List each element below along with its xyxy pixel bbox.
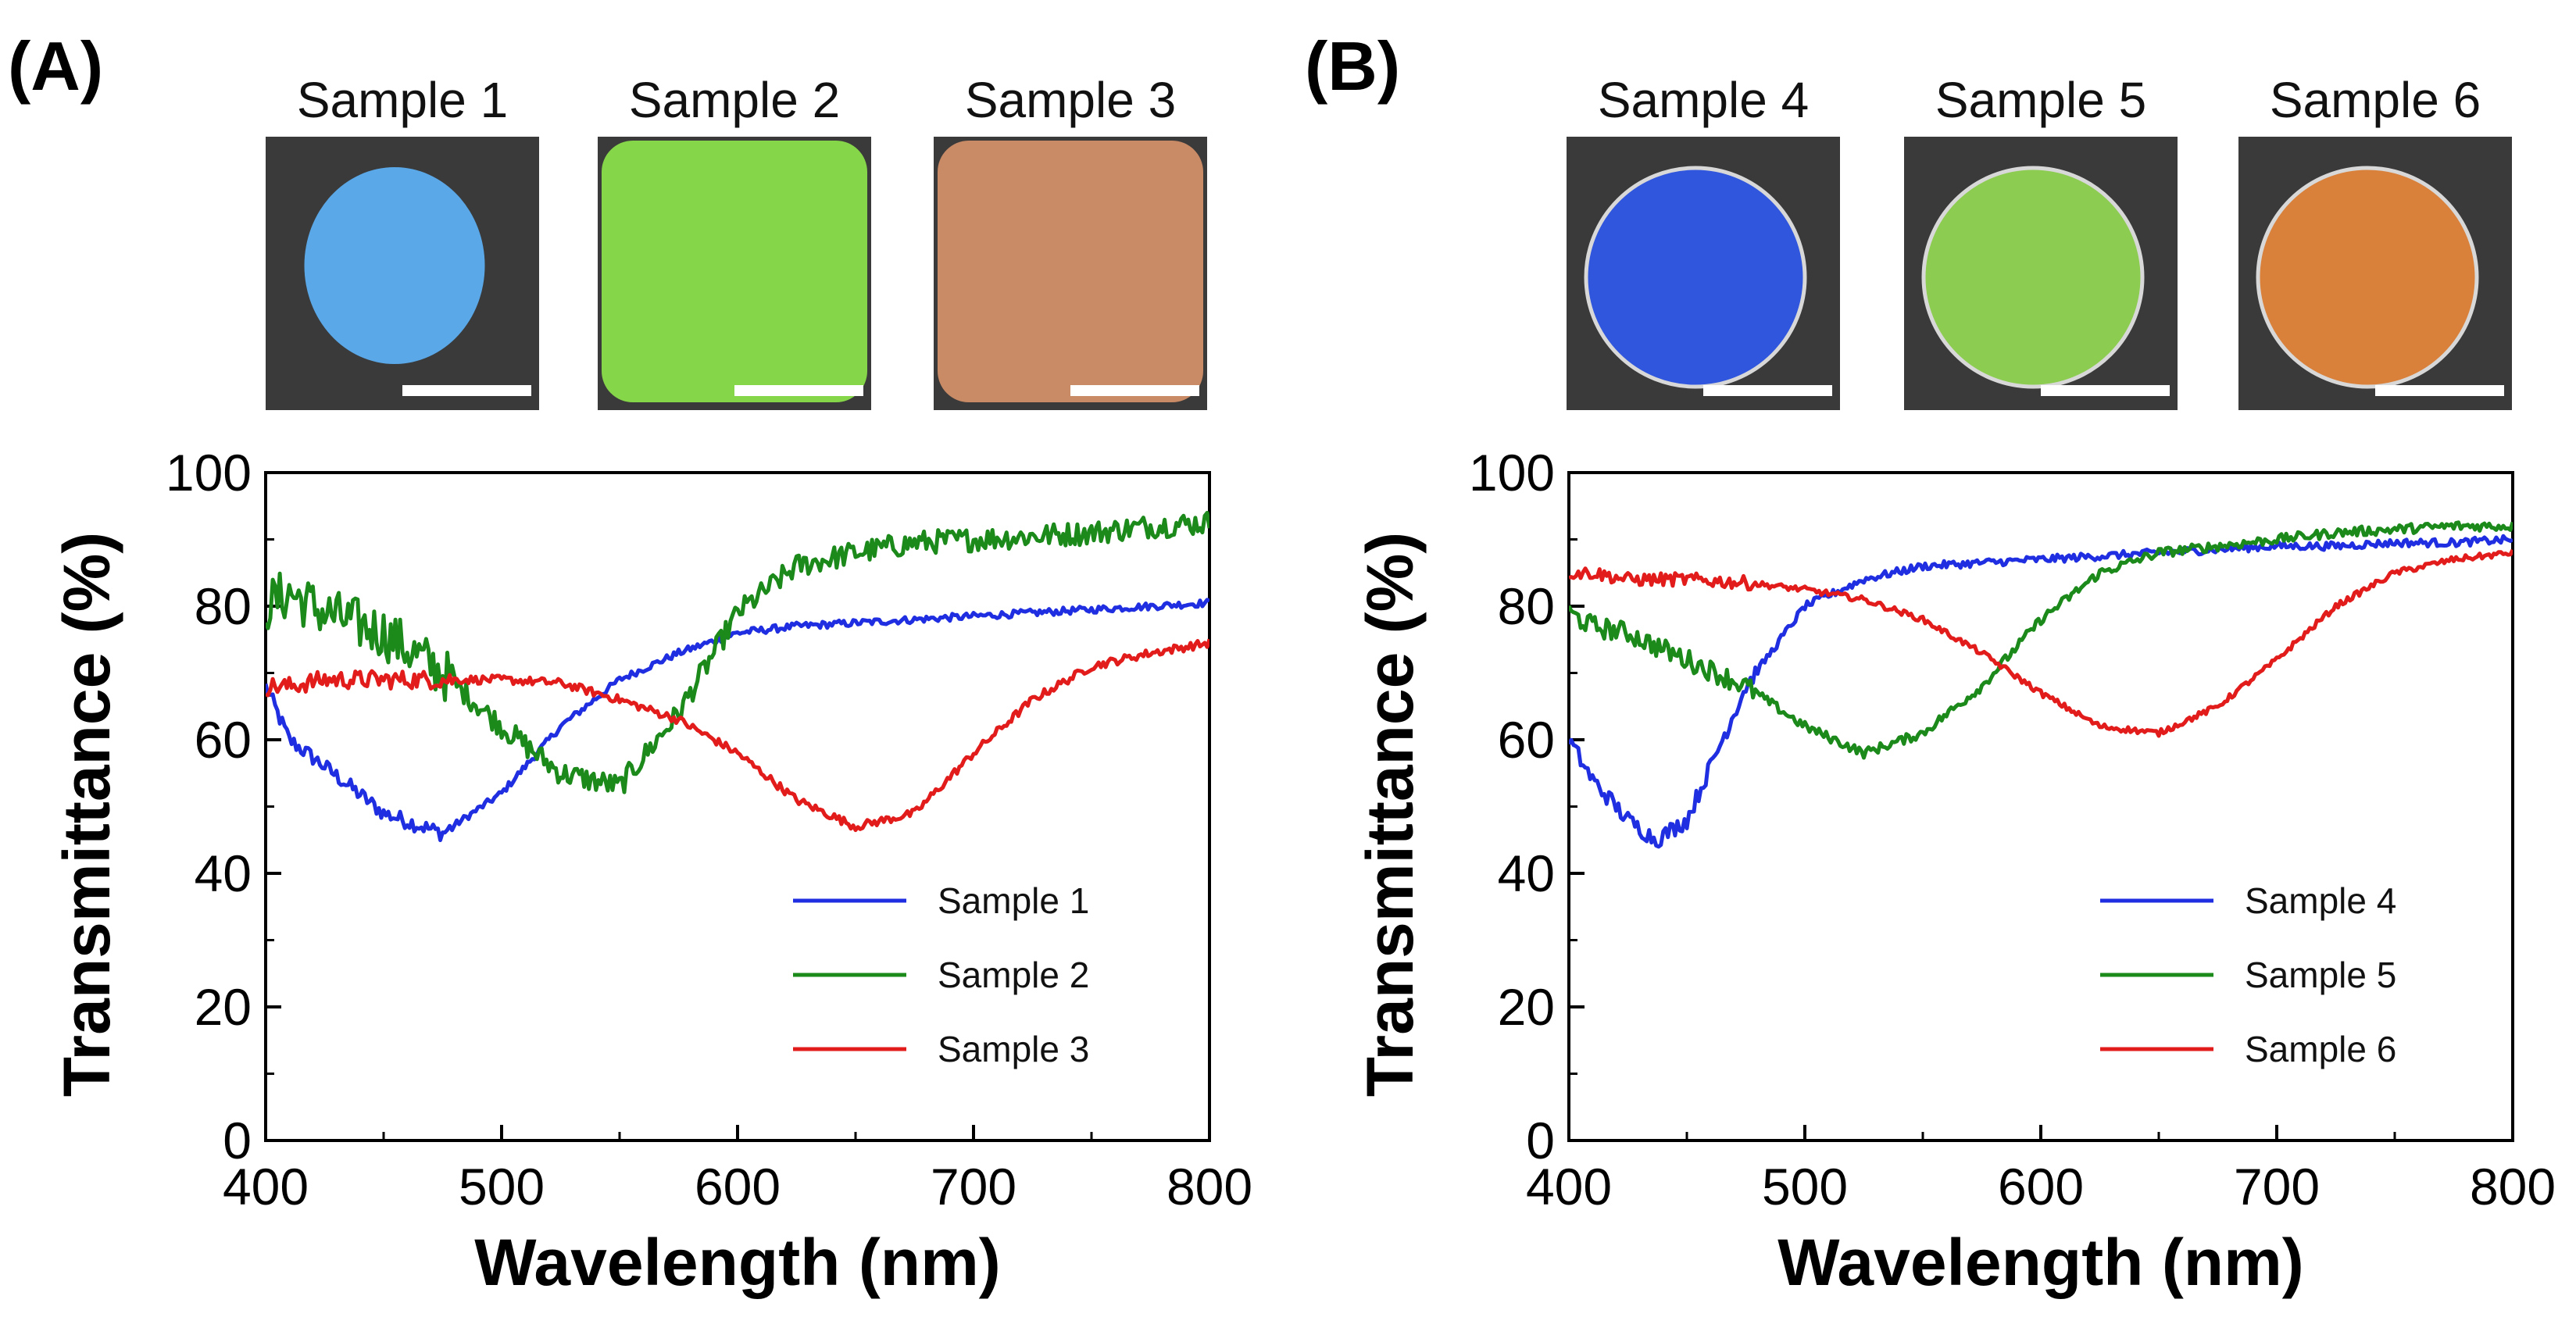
series-line-sample-2 [266, 511, 1209, 794]
series-line-sample-4 [1569, 534, 2513, 849]
photo-title: Sample 3 [965, 72, 1176, 128]
y-tick-label: 100 [1469, 444, 1555, 502]
x-tick-label: 400 [223, 1158, 309, 1215]
scale-bar [2375, 385, 2504, 396]
series-line-sample-3 [266, 638, 1209, 833]
y-tick-label: 60 [195, 711, 252, 769]
x-tick-label: 600 [1998, 1158, 2084, 1215]
y-tick-label: 20 [195, 978, 252, 1036]
y-tick-label: 40 [195, 844, 252, 902]
y-axis-title: Transmittance (%) [50, 532, 123, 1098]
y-tick-label: 40 [1498, 844, 1555, 902]
scale-bar [2041, 385, 2170, 396]
y-tick-label: 0 [223, 1112, 252, 1169]
sample-film-disc [304, 167, 485, 364]
y-axis-title: Transmittance (%) [1353, 532, 1427, 1098]
x-tick-label: 400 [1526, 1158, 1612, 1215]
sample-film-disc [602, 141, 867, 402]
x-axis-title: Wavelength (nm) [1777, 1226, 2304, 1299]
x-tick-label: 500 [459, 1158, 545, 1215]
y-tick-label: 0 [1526, 1112, 1555, 1169]
series-line-sample-1 [266, 598, 1209, 842]
legend-label: Sample 1 [938, 880, 1089, 921]
x-tick-label: 800 [2470, 1158, 2556, 1215]
legend-label: Sample 4 [2245, 880, 2396, 921]
sample-film-disc [1584, 166, 1807, 389]
legend-label: Sample 6 [2245, 1029, 2396, 1069]
x-tick-label: 800 [1167, 1158, 1252, 1215]
legend-label: Sample 2 [938, 955, 1089, 995]
series-line-sample-6 [1569, 548, 2513, 738]
scale-bar [402, 385, 531, 396]
legend-label: Sample 5 [2245, 955, 2396, 995]
y-tick-label: 80 [1498, 577, 1555, 635]
sample-film-disc [1921, 166, 2145, 389]
sample-film-disc [2256, 166, 2479, 389]
x-tick-label: 500 [1762, 1158, 1848, 1215]
photo-title: Sample 1 [297, 72, 508, 128]
panel-label: (A) [8, 27, 103, 105]
series-line-sample-5 [1569, 520, 2513, 760]
scale-bar [734, 385, 863, 396]
y-tick-label: 80 [195, 577, 252, 635]
photo-title: Sample 4 [1598, 72, 1809, 128]
y-tick-label: 20 [1498, 978, 1555, 1036]
sample-film-disc [938, 141, 1203, 402]
scale-bar [1703, 385, 1832, 396]
x-tick-label: 700 [2234, 1158, 2320, 1215]
photo-title: Sample 5 [1935, 72, 2146, 128]
x-axis-title: Wavelength (nm) [474, 1226, 1001, 1299]
x-tick-label: 600 [695, 1158, 781, 1215]
y-tick-label: 100 [166, 444, 252, 502]
x-tick-label: 700 [931, 1158, 1016, 1215]
legend-label: Sample 3 [938, 1029, 1089, 1069]
panel-label: (B) [1305, 27, 1400, 105]
photo-title: Sample 6 [2270, 72, 2481, 128]
scale-bar [1070, 385, 1199, 396]
photo-title: Sample 2 [629, 72, 840, 128]
y-tick-label: 60 [1498, 711, 1555, 769]
